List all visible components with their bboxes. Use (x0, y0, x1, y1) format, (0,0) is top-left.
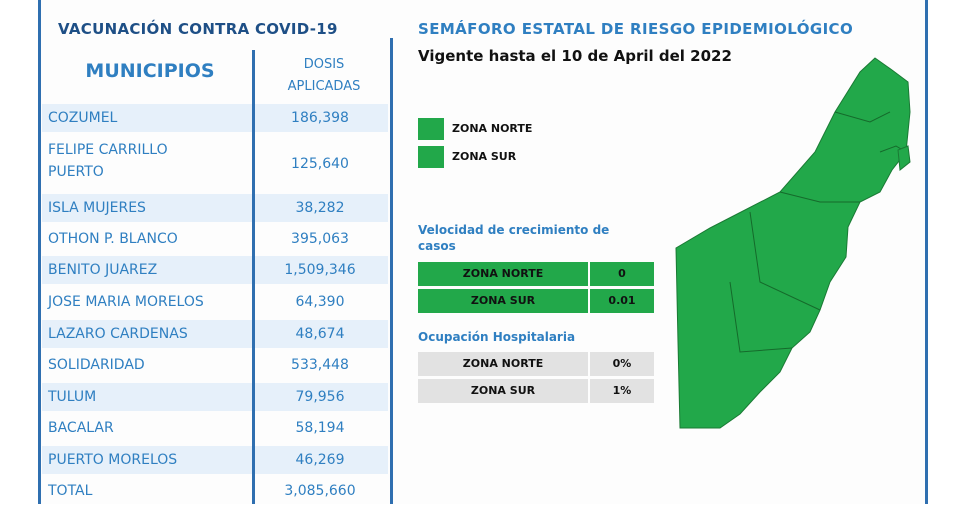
table-row: PUERTO MORELOS 46,269 (42, 446, 388, 474)
municipio-name: PUERTO MORELOS (48, 449, 177, 471)
municipio-name: JOSE MARIA MORELOS (48, 291, 204, 313)
dosis-value: 46,269 (295, 452, 345, 468)
dosis-header-line1: DOSIS (303, 57, 345, 72)
legend-swatch (418, 146, 444, 168)
municipio-name: FELIPE CARRILLO PUERTO (48, 139, 168, 183)
municipios-header: MUNICIPIOS (85, 60, 215, 82)
municipality-border (729, 281, 793, 353)
semaforo-title: SEMÁFORO ESTATAL DE RIESGO EPIDEMIOLÓGIC… (418, 20, 854, 38)
municipality-border (779, 191, 860, 203)
dosis-header: DOSIS APLICADAS (262, 54, 386, 98)
legend-zona-sur: ZONA SUR (418, 146, 516, 168)
value-cell: 0 (590, 262, 654, 286)
table-row: OTHON P. BLANCO 395,063 (42, 225, 388, 253)
vaccination-title: VACUNACIÓN CONTRA COVID-19 (58, 20, 338, 38)
municipio-name-line: SOLIDARIDAD (48, 357, 145, 373)
velocidad-title-line2: casos (418, 239, 456, 253)
zona-cell: ZONA SUR (418, 379, 588, 403)
municipio-name: TOTAL (48, 480, 92, 502)
dosis-value: 64,390 (295, 294, 345, 310)
value-cell: 0.01 (590, 289, 654, 313)
municipio-name-line: PUERTO (48, 164, 104, 180)
legend-label: ZONA NORTE (452, 122, 533, 135)
legend-swatch (418, 118, 444, 140)
municipio-name-line: OTHON P. BLANCO (48, 231, 178, 247)
municipio-name: SOLIDARIDAD (48, 354, 145, 376)
velocidad-row-norte: ZONA NORTE 0 (418, 262, 654, 286)
municipio-name-line: PUERTO MORELOS (48, 452, 178, 468)
municipio-name-line: COZUMEL (48, 110, 118, 126)
table-row: TULUM 79,956 (42, 383, 388, 411)
municipio-name-line: ISLA MUJERES (48, 200, 146, 216)
value-cell: 0% (590, 352, 654, 376)
municipio-name: TULUM (48, 386, 96, 408)
table-row: LAZARO CARDENAS 48,674 (42, 320, 388, 348)
velocidad-title-line1: Velocidad de crecimiento de (418, 223, 610, 237)
cozumel-island (897, 145, 911, 171)
table-row: BENITO JUAREZ 1,509,346 (42, 256, 388, 284)
municipio-name-line: TOTAL (48, 483, 93, 499)
panel-divider (390, 38, 393, 504)
municipio-name: ISLA MUJERES (48, 197, 146, 219)
municipio-name-line: BENITO JUAREZ (48, 262, 158, 278)
dosis-value: 395,063 (291, 231, 349, 247)
dosis-value: 1,509,346 (284, 262, 356, 278)
column-divider (252, 50, 255, 504)
dosis-value: 3,085,660 (284, 483, 356, 499)
table-row: JOSE MARIA MORELOS 64,390 (42, 288, 388, 316)
municipio-name-line: BACALAR (48, 420, 114, 436)
velocidad-row-sur: ZONA SUR 0.01 (418, 289, 654, 313)
ocupacion-title: Ocupación Hospitalaria (418, 330, 576, 344)
table-row: TOTAL 3,085,660 (42, 477, 388, 505)
velocidad-table: ZONA NORTE 0 ZONA SUR 0.01 (418, 262, 654, 316)
zona-cell: ZONA SUR (418, 289, 588, 313)
table-row: SOLIDARIDAD 533,448 (42, 351, 388, 379)
table-row: FELIPE CARRILLO PUERTO 125,640 (42, 136, 388, 192)
quintana-roo-map (675, 57, 911, 429)
municipio-name-line: JOSE MARIA MORELOS (48, 294, 204, 310)
validity-subtitle: Vigente hasta el 10 de April del 2022 (418, 47, 732, 65)
dosis-value: 186,398 (291, 110, 349, 126)
velocidad-title: Velocidad de crecimiento de casos (418, 222, 609, 254)
zona-cell: ZONA NORTE (418, 262, 588, 286)
municipio-name: BENITO JUAREZ (48, 259, 157, 281)
state-shape (675, 57, 911, 429)
dosis-value: 533,448 (291, 357, 349, 373)
table-row: ISLA MUJERES 38,282 (42, 194, 388, 222)
dosis-value: 79,956 (295, 389, 345, 405)
legend-zona-norte: ZONA NORTE (418, 118, 532, 140)
dosis-value: 38,282 (295, 200, 345, 216)
ocupacion-table: ZONA NORTE 0% ZONA SUR 1% (418, 352, 654, 406)
municipio-name: OTHON P. BLANCO (48, 228, 178, 250)
municipio-name-line: TULUM (48, 389, 97, 405)
municipio-name-line: LAZARO CARDENAS (48, 326, 188, 342)
table-row: BACALAR 58,194 (42, 414, 388, 442)
legend-label: ZONA SUR (452, 150, 517, 163)
dosis-value: 48,674 (295, 326, 345, 342)
ocupacion-row-sur: ZONA SUR 1% (418, 379, 654, 403)
ocupacion-row-norte: ZONA NORTE 0% (418, 352, 654, 376)
municipality-border (749, 211, 821, 311)
municipio-name: BACALAR (48, 417, 114, 439)
zona-cell: ZONA NORTE (418, 352, 588, 376)
table-row: COZUMEL 186,398 (42, 104, 388, 132)
value-cell: 1% (590, 379, 654, 403)
dosis-header-line2: APLICADAS (287, 79, 361, 94)
dosis-value: 58,194 (295, 420, 345, 436)
dosis-value: 125,640 (291, 156, 349, 172)
municipio-name: COZUMEL (48, 107, 117, 129)
municipio-name: LAZARO CARDENAS (48, 323, 188, 345)
municipio-name-line: FELIPE CARRILLO (48, 142, 168, 158)
municipality-border (834, 111, 891, 123)
